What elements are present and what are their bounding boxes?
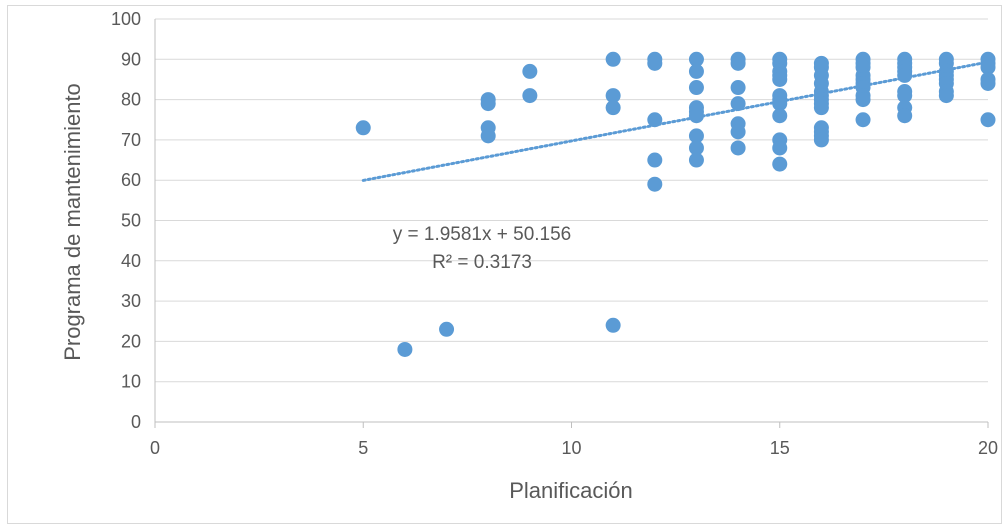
axes: 0 10 20 30 40 50 60 70 80 90 100 0 5 10 15 20 [111,9,998,458]
data-point [688,152,704,168]
data-point [980,112,996,128]
y-tick-label-90: 90 [121,49,141,69]
data-point [813,132,829,148]
x-tick-label-10: 10 [561,438,581,458]
data-point [605,100,621,116]
data-point [938,88,954,104]
data-point [772,140,788,156]
y-tick-label-10: 10 [121,372,141,392]
data-point [688,51,704,67]
data-point [688,108,704,124]
y-tick-label-100: 100 [111,9,141,29]
x-tick-label-20: 20 [978,438,998,458]
x-tick-label-0: 0 [150,438,160,458]
data-point [813,100,829,116]
trendline [361,60,990,182]
data-point [855,112,871,128]
trendline-layer [361,60,990,182]
x-axis-title: Planificación [509,478,633,503]
labels: y = 1.9581x + 50.156 R² = 0.3173 Planifi… [60,83,633,503]
data-point [730,96,746,112]
data-point [647,176,663,192]
data-point [730,124,746,140]
data-point [730,80,746,96]
trendline-r2: R² = 0.3173 [432,252,532,273]
y-axis-title: Programa de mantenimiento [60,83,85,361]
y-tick-label-20: 20 [121,331,141,351]
x-tick-label-15: 15 [770,438,790,458]
data-point [605,317,621,333]
data-point [522,88,538,104]
y-tick-label-50: 50 [121,211,141,231]
data-point [522,63,538,79]
trendline-equation: y = 1.9581x + 50.156 [393,224,572,245]
data-point [605,88,621,104]
data-point [980,75,996,91]
data-point [897,67,913,83]
data-point [688,128,704,144]
data-point [772,71,788,87]
data-point [647,55,663,71]
data-point [688,140,704,156]
y-tick-label-40: 40 [121,251,141,271]
data-point [647,112,663,128]
data-point [772,156,788,172]
y-tick-label-80: 80 [121,90,141,110]
data-point [647,152,663,168]
data-point [480,96,496,112]
x-tick-label-5: 5 [358,438,368,458]
data-point [688,63,704,79]
data-point [355,120,371,136]
y-tick-label-0: 0 [131,412,141,432]
data-point [897,108,913,124]
data-point [855,92,871,108]
y-tick-label-70: 70 [121,130,141,150]
data-point [605,51,621,67]
gridlines [155,18,988,383]
data-point [730,140,746,156]
scatter-chart: 0 10 20 30 40 50 60 70 80 90 100 0 5 10 15 20 y = 1.958… [60,9,998,503]
data-point [439,321,455,337]
data-point [772,96,788,112]
chart-frame: 0 10 20 30 40 50 60 70 80 90 100 0 5 10 15 20 y = 1.958… [7,5,1002,524]
data-point [397,341,413,357]
data-point [897,88,913,104]
data-points [355,51,996,357]
y-tick-label-60: 60 [121,170,141,190]
data-point [688,80,704,96]
data-point [772,108,788,124]
y-tick-label-30: 30 [121,291,141,311]
data-point [480,128,496,144]
data-point [980,59,996,75]
data-point [730,55,746,71]
